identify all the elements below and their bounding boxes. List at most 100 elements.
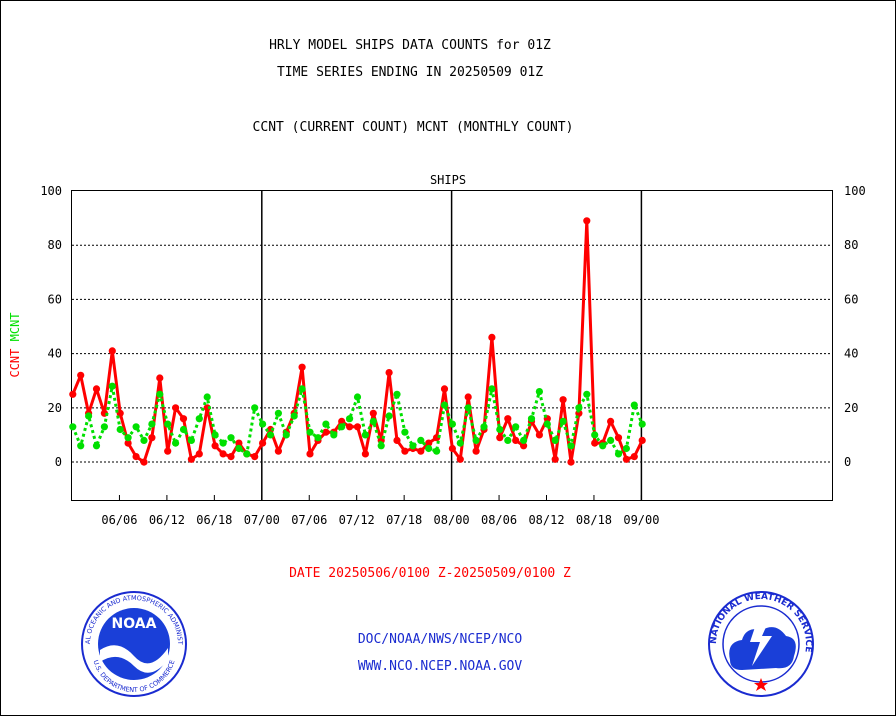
x-tick-label: 06/12	[149, 513, 185, 527]
data-point-mcnt	[187, 436, 195, 444]
noaa-logo: NOAA NATIONAL OCEANIC AND ATMOSPHERIC AD…	[78, 590, 187, 697]
y-axis-label-ccnt: CCNT	[8, 349, 22, 378]
data-point-mcnt	[551, 436, 559, 444]
data-point-mcnt	[456, 439, 464, 447]
x-tick-label: 06/06	[101, 513, 137, 527]
data-point-ccnt	[235, 439, 243, 447]
series-layer	[69, 217, 646, 466]
data-point-ccnt	[385, 369, 393, 377]
data-point-ccnt	[464, 393, 472, 401]
data-point-ccnt	[440, 385, 449, 393]
data-point-mcnt	[409, 442, 417, 450]
data-point-mcnt	[385, 412, 393, 420]
data-point-mcnt	[448, 420, 456, 428]
data-point-mcnt	[353, 393, 362, 401]
data-point-mcnt	[630, 401, 638, 409]
data-point-ccnt	[203, 404, 211, 412]
y-tick-label-right: 80	[844, 238, 858, 252]
x-tick-label: 07/00	[244, 513, 280, 527]
data-point-mcnt	[266, 431, 275, 439]
website-label: WWW.NCO.NCEP.NOAA.GOV	[357, 659, 523, 674]
data-point-ccnt	[504, 415, 512, 423]
data-point-ccnt	[259, 439, 267, 447]
data-point-ccnt	[179, 415, 188, 423]
data-point-mcnt	[274, 409, 282, 417]
plot-border	[71, 190, 833, 501]
data-point-mcnt	[108, 382, 116, 390]
data-point-mcnt	[480, 423, 488, 431]
organization-label: DOC/NOAA/NWS/NCEP/NCO	[357, 632, 523, 647]
data-point-mcnt	[417, 436, 425, 444]
nws-logo: NATIONAL WEATHER SERVICE	[708, 591, 814, 697]
data-point-mcnt	[156, 390, 164, 398]
data-point-mcnt	[607, 436, 615, 444]
data-point-ccnt	[156, 374, 164, 382]
data-point-ccnt	[425, 439, 433, 447]
data-point-ccnt	[69, 390, 77, 398]
x-tick-label: 09/00	[623, 513, 659, 527]
data-point-mcnt	[496, 425, 504, 434]
data-point-ccnt	[140, 458, 148, 466]
data-point-mcnt	[361, 431, 369, 439]
data-point-mcnt	[259, 420, 267, 428]
data-point-ccnt	[219, 450, 227, 458]
data-point-ccnt	[559, 396, 567, 404]
data-point-mcnt	[622, 444, 631, 453]
data-point-ccnt	[346, 423, 354, 431]
data-point-ccnt	[77, 371, 85, 379]
series-mcnt	[69, 382, 646, 458]
y-tick-label-right: 0	[844, 455, 851, 469]
data-point-ccnt	[496, 434, 504, 442]
data-point-mcnt	[575, 404, 583, 412]
data-point-mcnt	[472, 436, 480, 444]
x-tick-label: 06/18	[196, 513, 232, 527]
data-point-mcnt	[567, 442, 575, 450]
data-point-ccnt	[472, 447, 480, 455]
y-tick-label-right: 100	[844, 184, 866, 198]
data-point-ccnt	[630, 453, 638, 461]
data-point-ccnt	[591, 439, 599, 447]
data-point-ccnt	[298, 363, 306, 371]
data-point-mcnt	[314, 434, 322, 442]
data-point-mcnt	[591, 431, 599, 439]
data-point-ccnt	[148, 434, 156, 442]
data-point-ccnt	[614, 434, 623, 442]
data-point-ccnt	[456, 455, 464, 463]
data-point-ccnt	[353, 423, 362, 431]
x-tick-label: 08/00	[434, 513, 470, 527]
x-tick-label: 08/18	[576, 513, 612, 527]
data-point-mcnt	[330, 431, 338, 439]
data-point-mcnt	[298, 385, 306, 393]
data-point-ccnt	[520, 442, 528, 450]
data-point-ccnt	[401, 447, 409, 455]
data-point-ccnt	[369, 409, 377, 417]
data-point-mcnt	[211, 431, 219, 439]
x-tick-labels: 06/06 06/12 06/18 07/00 07/06 07/12 07/18 08/00…	[101, 495, 659, 527]
x-tick-label: 07/12	[339, 513, 375, 527]
data-point-mcnt	[504, 436, 512, 444]
y-tick-label-left: 100	[40, 184, 62, 198]
data-point-mcnt	[235, 444, 243, 453]
data-point-mcnt	[227, 434, 235, 442]
data-point-mcnt	[369, 417, 377, 425]
data-point-mcnt	[520, 436, 528, 444]
data-point-ccnt	[607, 417, 615, 425]
x-tick-label: 07/06	[291, 513, 327, 527]
data-point-mcnt	[164, 420, 172, 428]
data-point-mcnt	[77, 442, 85, 450]
data-point-mcnt	[338, 423, 346, 431]
y-axis-label-mcnt: MCNT	[8, 312, 22, 348]
x-tick-label: 08/06	[481, 513, 517, 527]
y-tick-labels: 0 0 20 20 40 40 60 60 80 80 100 100	[40, 184, 865, 469]
data-point-mcnt	[464, 404, 472, 412]
y-tick-label-left: 0	[55, 455, 62, 469]
data-point-mcnt	[140, 436, 148, 444]
data-point-mcnt	[440, 401, 449, 409]
data-point-ccnt	[567, 458, 575, 466]
y-tick-label-right: 40	[844, 347, 858, 361]
data-point-ccnt	[535, 431, 544, 439]
data-point-mcnt	[559, 417, 567, 425]
data-point-mcnt	[488, 385, 496, 393]
data-point-mcnt	[346, 415, 354, 423]
